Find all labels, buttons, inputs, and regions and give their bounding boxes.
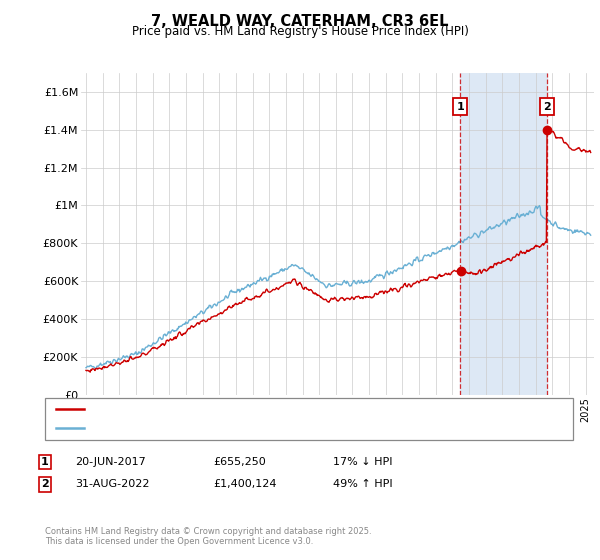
Text: 20-JUN-2017: 20-JUN-2017 [75, 457, 146, 467]
Bar [460, 73, 547, 395]
Text: 1: 1 [457, 101, 464, 111]
Text: 31-AUG-2022: 31-AUG-2022 [75, 479, 149, 489]
Text: HPI: Average price, detached house, Tandridge: HPI: Average price, detached house, Tand… [88, 423, 344, 433]
Text: £1,400,124: £1,400,124 [213, 479, 277, 489]
Text: 1: 1 [41, 457, 49, 467]
Text: 49% ↑ HPI: 49% ↑ HPI [333, 479, 392, 489]
Text: 7, WEALD WAY, CATERHAM, CR3 6EL (detached house): 7, WEALD WAY, CATERHAM, CR3 6EL (detache… [88, 404, 388, 414]
Text: 17% ↓ HPI: 17% ↓ HPI [333, 457, 392, 467]
Text: 2: 2 [41, 479, 49, 489]
Text: Price paid vs. HM Land Registry's House Price Index (HPI): Price paid vs. HM Land Registry's House … [131, 25, 469, 38]
Text: 2: 2 [543, 101, 551, 111]
Text: £655,250: £655,250 [213, 457, 266, 467]
Text: Contains HM Land Registry data © Crown copyright and database right 2025.
This d: Contains HM Land Registry data © Crown c… [45, 526, 371, 546]
Text: 7, WEALD WAY, CATERHAM, CR3 6EL: 7, WEALD WAY, CATERHAM, CR3 6EL [151, 14, 449, 29]
